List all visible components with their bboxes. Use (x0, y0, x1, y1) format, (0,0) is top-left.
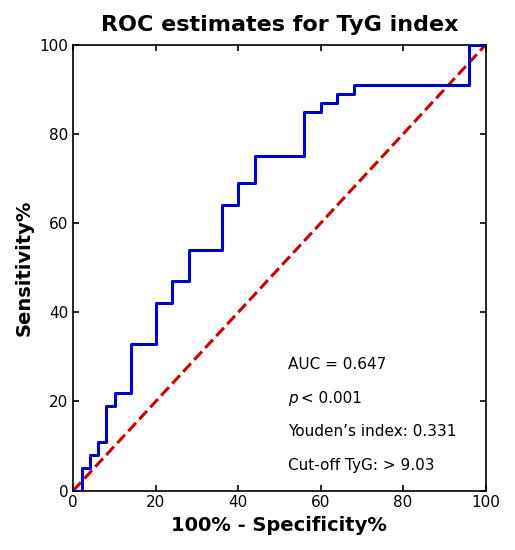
Title: ROC estimates for TyG index: ROC estimates for TyG index (100, 15, 458, 35)
Text: p: p (288, 391, 297, 406)
X-axis label: 100% - Specificity%: 100% - Specificity% (171, 516, 387, 535)
Y-axis label: Sensitivity%: Sensitivity% (15, 200, 34, 336)
Text: < 0.001: < 0.001 (296, 391, 362, 406)
Text: Youden’s index: 0.331: Youden’s index: 0.331 (288, 425, 456, 439)
Text: Cut-off TyG: > 9.03: Cut-off TyG: > 9.03 (288, 458, 434, 473)
Text: AUC = 0.647: AUC = 0.647 (288, 358, 386, 372)
